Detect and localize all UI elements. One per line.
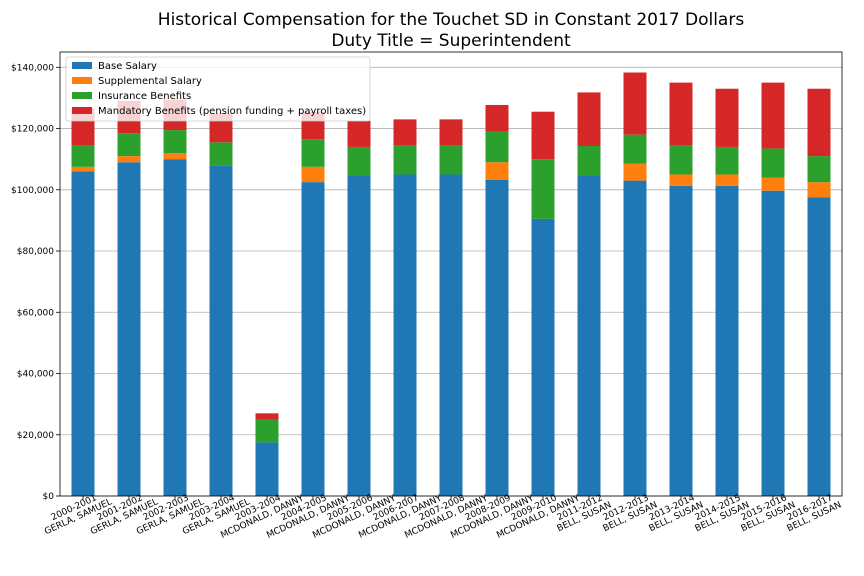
bar-segment	[393, 174, 417, 496]
legend-label: Mandatory Benefits (pension funding + pa…	[98, 106, 366, 117]
plot-frame	[59, 51, 843, 497]
legend-label: Insurance Benefits	[98, 91, 191, 102]
bar-segment	[301, 139, 325, 167]
bar-segment	[715, 174, 739, 186]
bar-segment	[669, 82, 693, 146]
bar-segment	[117, 156, 141, 163]
bar-segment	[669, 174, 693, 186]
bar-segment	[209, 165, 233, 496]
legend-label: Base Salary	[98, 61, 157, 72]
y-tick-label: $20,000	[17, 431, 54, 441]
bar-segment	[623, 163, 647, 181]
legend-swatch	[72, 107, 92, 114]
legend-swatch	[72, 77, 92, 84]
bar-segment	[761, 148, 785, 178]
y-tick-label: $0	[43, 492, 55, 502]
bar-segment	[715, 88, 739, 147]
bar-segment	[623, 134, 647, 164]
bar-segment	[347, 146, 371, 177]
bar-segment	[485, 179, 509, 496]
bars	[71, 72, 831, 496]
bar-segment	[485, 104, 509, 132]
bar-segment	[761, 82, 785, 149]
bar-segment	[163, 130, 187, 154]
bar-segment	[761, 190, 785, 496]
bar-segment	[71, 166, 95, 172]
bar-segment	[807, 156, 831, 183]
y-tick-label: $140,000	[11, 63, 54, 73]
bar-segment	[623, 180, 647, 496]
bar-segment	[117, 133, 141, 157]
y-tick-label: $80,000	[17, 247, 54, 257]
bar-segment	[577, 146, 601, 177]
bar-segment	[807, 197, 831, 496]
bar-segment	[209, 142, 233, 166]
x-tick-label: 2016-2017BELL, SUSAN	[781, 491, 843, 534]
bar-segment	[531, 111, 555, 160]
bar-segment	[669, 185, 693, 496]
bar-segment	[71, 145, 95, 167]
y-tick-label: $60,000	[17, 308, 54, 318]
bar-segment	[301, 182, 325, 496]
y-tick-label: $40,000	[17, 370, 54, 380]
bar-segment	[577, 92, 601, 147]
bar-segment	[761, 177, 785, 191]
legend-swatch	[72, 62, 92, 69]
bar-segment	[393, 119, 417, 146]
bar-segment	[485, 131, 509, 163]
bar-segment	[715, 185, 739, 496]
bar-segment	[439, 174, 463, 496]
bar-segment	[623, 72, 647, 135]
bar-segment	[163, 159, 187, 496]
bar-segment	[255, 442, 279, 496]
bar-segment	[439, 145, 463, 175]
chart-subtitle: Duty Title = Superintendent	[331, 31, 571, 51]
bar-segment	[301, 166, 325, 183]
bar-segment	[531, 159, 555, 219]
bar-segment	[347, 176, 371, 496]
chart-title: Historical Compensation for the Touchet …	[158, 10, 745, 30]
y-tick-label: $100,000	[11, 186, 54, 196]
legend-box	[65, 56, 371, 122]
bar-segment	[807, 182, 831, 198]
bar-segment	[163, 153, 187, 160]
bar-segment	[485, 162, 509, 180]
bar-segment	[255, 419, 279, 443]
bar-segment	[531, 218, 555, 496]
bar-segment	[439, 119, 463, 146]
bar-segment	[347, 120, 371, 147]
bar-segment	[255, 413, 279, 420]
bar-segment	[807, 88, 831, 157]
legend-swatch	[72, 92, 92, 99]
y-tick-label: $120,000	[11, 125, 54, 135]
bar-segment	[715, 146, 739, 175]
legend: Base Salary Supplemental Salary Insurance …	[65, 56, 371, 122]
bar-segment	[669, 145, 693, 175]
bar-segment	[117, 162, 141, 496]
bar-segment	[393, 145, 417, 175]
legend-label: Supplemental Salary	[98, 76, 202, 87]
bar-segment	[71, 171, 95, 496]
bar-segment	[577, 176, 601, 496]
